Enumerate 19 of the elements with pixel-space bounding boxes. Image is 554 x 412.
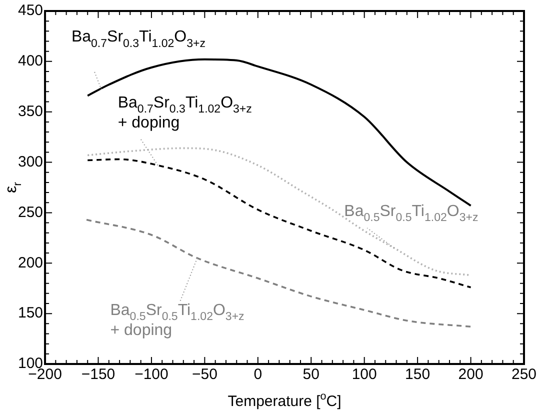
- y-tick-label: 250: [18, 204, 44, 221]
- x-tick-label: 100: [352, 366, 377, 384]
- y-tick-label: 300: [18, 153, 44, 170]
- y-tick-label: 450: [18, 2, 44, 20]
- y-tick-label: 350: [18, 103, 44, 120]
- x-tick-label: 200: [458, 366, 484, 384]
- x-tick-label: −100: [134, 366, 168, 384]
- y-tick-label: 400: [18, 52, 44, 70]
- y-tick-label: 200: [18, 254, 44, 272]
- annotation: + doping: [118, 114, 180, 132]
- x-tick-label: 50: [302, 366, 320, 384]
- y-tick-label: 150: [18, 304, 44, 322]
- x-tick-label: 0: [254, 366, 262, 384]
- x-tick-label: −150: [81, 366, 116, 384]
- x-tick-label: −50: [192, 366, 218, 384]
- y-axis-title: εr: [3, 182, 24, 193]
- x-tick-label: 150: [405, 366, 430, 384]
- annotation: + doping: [110, 322, 172, 340]
- x-tick-label: 250: [511, 366, 537, 384]
